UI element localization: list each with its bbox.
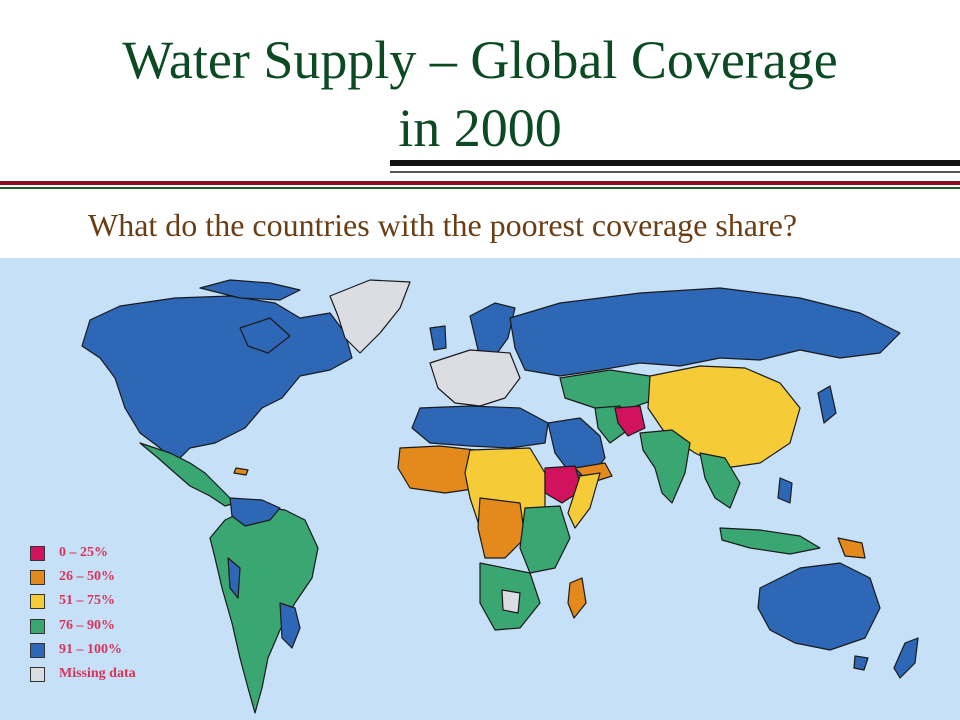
region-somalia: [567, 472, 601, 529]
region-caribbean: [233, 467, 249, 476]
legend-label: 91 – 100%: [59, 641, 122, 657]
region-japan: [817, 385, 837, 424]
legend-item: 0 – 25%: [30, 543, 180, 567]
region-east-africa: [519, 505, 571, 574]
region-australia: [757, 562, 881, 651]
legend-swatch: [30, 666, 45, 682]
region-se-asia: [699, 452, 741, 509]
region-new-zealand: [893, 637, 919, 679]
rule-thin: [390, 171, 960, 173]
legend-swatch: [30, 594, 45, 610]
legend-label: 76 – 90%: [59, 617, 115, 633]
region-tasmania: [853, 655, 869, 671]
region-congo: [477, 497, 526, 559]
legend-label: Missing data: [59, 665, 136, 681]
region-indonesia: [719, 527, 821, 555]
region-andes-west: [227, 557, 241, 599]
legend-swatch: [30, 642, 45, 658]
region-afghanistan: [614, 405, 646, 437]
legend-item: 51 – 75%: [30, 591, 180, 615]
rule-dark: [390, 160, 960, 166]
rule-green: [0, 187, 960, 189]
legend-item: 26 – 50%: [30, 567, 180, 591]
legend-swatch: [30, 546, 45, 561]
region-venezuela: [229, 497, 281, 527]
region-philippines: [777, 477, 793, 504]
region-south-america: [209, 505, 319, 714]
title-line-1: Water Supply – Global Coverage: [122, 30, 838, 90]
title-line-2: in 2000: [398, 98, 562, 158]
region-canada-islands: [199, 279, 301, 354]
region-namibia-missing: [501, 589, 521, 614]
legend-label: 26 – 50%: [59, 569, 115, 585]
legend-swatch: [30, 570, 45, 586]
region-mexico: [139, 442, 236, 507]
legend-label: 51 – 75%: [59, 593, 115, 609]
region-png: [837, 537, 866, 559]
region-greenland: [329, 279, 411, 354]
world-map: [0, 258, 960, 720]
legend-item: Missing data: [30, 664, 180, 688]
region-central-asia: [559, 369, 661, 409]
region-europe: [429, 349, 521, 407]
legend-item: 91 – 100%: [30, 640, 180, 664]
region-russia: [509, 287, 901, 377]
rule-red: [0, 181, 960, 185]
legend-item: 76 – 90%: [30, 616, 180, 640]
region-ethiopia: [544, 465, 583, 504]
region-madagascar: [567, 577, 587, 619]
region-uk: [429, 325, 447, 351]
legend-label: 0 – 25%: [59, 545, 108, 560]
region-india: [639, 429, 691, 504]
region-north-africa: [411, 405, 549, 449]
legend: 0 – 25% 26 – 50% 51 – 75% 76 – 90% 91 – …: [30, 543, 180, 688]
question-text: What do the countries with the poorest c…: [88, 207, 798, 243]
region-chile-argentina: [279, 602, 301, 649]
legend-swatch: [30, 618, 45, 634]
